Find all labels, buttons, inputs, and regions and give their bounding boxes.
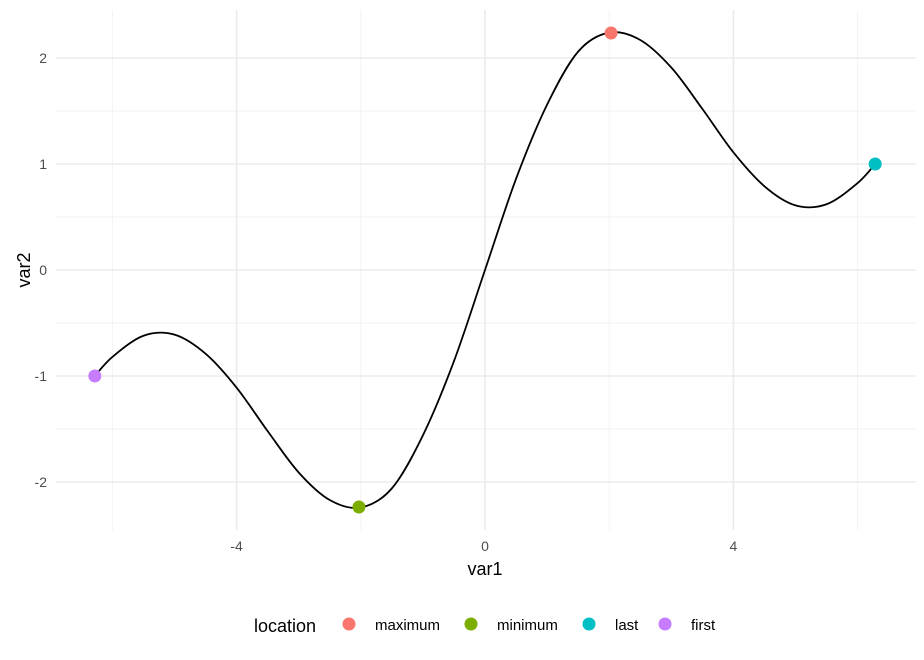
y-axis-title: var2 (14, 252, 34, 287)
y-tick-label: 2 (39, 50, 47, 66)
legend-label-first: first (691, 617, 716, 634)
legend: location maximum minimum last first (254, 616, 716, 636)
x-axis-ticks: -4 0 4 (230, 538, 737, 554)
legend-key-last (582, 617, 596, 631)
x-tick-label: -4 (230, 538, 243, 554)
x-axis-title: var1 (467, 559, 502, 579)
data-line (94, 31, 876, 509)
legend-title: location (254, 616, 316, 636)
y-tick-label: 1 (39, 156, 47, 172)
legend-label-minimum: minimum (497, 617, 558, 634)
point-maximum (604, 26, 618, 40)
y-tick-label: -1 (35, 368, 48, 384)
point-first (88, 369, 102, 383)
y-axis-ticks: -2 -1 0 1 2 (35, 50, 48, 490)
legend-key-first (658, 617, 672, 631)
highlight-points (88, 26, 882, 514)
point-minimum (352, 500, 366, 514)
point-last (868, 157, 882, 171)
legend-label-maximum: maximum (375, 617, 440, 634)
x-tick-label: 0 (481, 538, 489, 554)
legend-key-maximum (342, 617, 356, 631)
legend-key-minimum (464, 617, 478, 631)
y-tick-label: 0 (39, 262, 47, 278)
minor-gridlines (56, 10, 916, 530)
legend-label-last: last (615, 617, 639, 634)
major-gridlines (56, 10, 916, 530)
x-tick-label: 4 (730, 538, 738, 554)
y-tick-label: -2 (35, 474, 48, 490)
